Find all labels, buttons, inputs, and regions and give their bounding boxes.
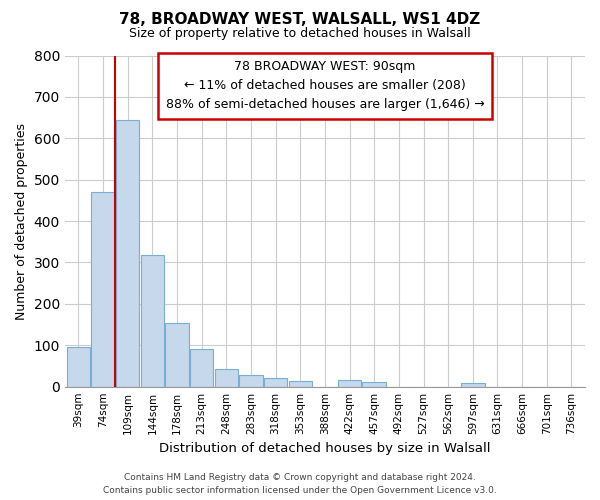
Bar <box>338 380 361 386</box>
Bar <box>239 375 263 386</box>
Text: Size of property relative to detached houses in Walsall: Size of property relative to detached ho… <box>129 28 471 40</box>
X-axis label: Distribution of detached houses by size in Walsall: Distribution of detached houses by size … <box>159 442 491 455</box>
Text: 78 BROADWAY WEST: 90sqm
← 11% of detached houses are smaller (208)
88% of semi-d: 78 BROADWAY WEST: 90sqm ← 11% of detache… <box>166 60 484 112</box>
Bar <box>140 255 164 386</box>
Bar <box>289 382 312 386</box>
Text: Contains HM Land Registry data © Crown copyright and database right 2024.
Contai: Contains HM Land Registry data © Crown c… <box>103 474 497 495</box>
Bar <box>362 382 386 386</box>
Bar <box>264 378 287 386</box>
Bar <box>215 370 238 386</box>
Bar <box>116 120 139 386</box>
Y-axis label: Number of detached properties: Number of detached properties <box>15 122 28 320</box>
Text: 78, BROADWAY WEST, WALSALL, WS1 4DZ: 78, BROADWAY WEST, WALSALL, WS1 4DZ <box>119 12 481 28</box>
Bar <box>190 350 214 387</box>
Bar <box>461 384 485 386</box>
Bar <box>165 322 188 386</box>
Bar <box>91 192 115 386</box>
Bar <box>67 348 90 387</box>
